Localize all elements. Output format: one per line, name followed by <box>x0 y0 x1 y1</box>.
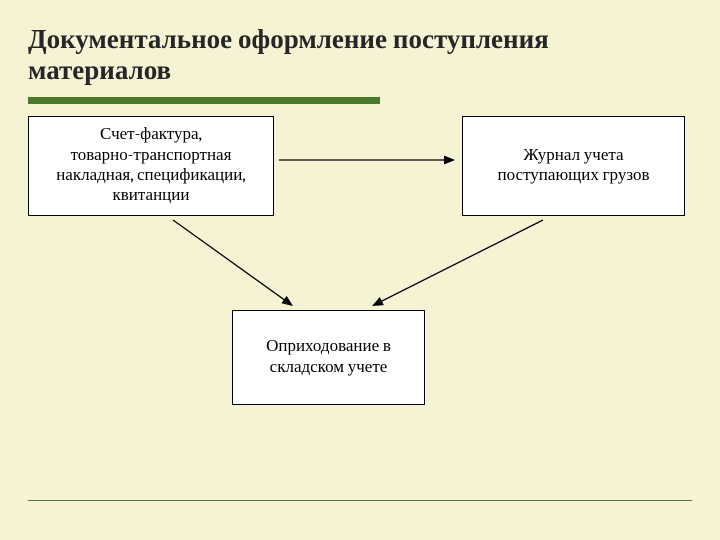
title-underline <box>28 97 380 104</box>
slide: Документальное оформление поступления ма… <box>0 0 720 540</box>
node-invoice: Счет-фактура,товарно-транспортнаянакладн… <box>28 116 274 216</box>
footer-line <box>28 500 692 501</box>
slide-title: Документальное оформление поступления ма… <box>28 24 688 86</box>
node-journal: Журнал учетапоступающих грузов <box>462 116 685 216</box>
node-posting: Оприходование вскладском учете <box>232 310 425 405</box>
